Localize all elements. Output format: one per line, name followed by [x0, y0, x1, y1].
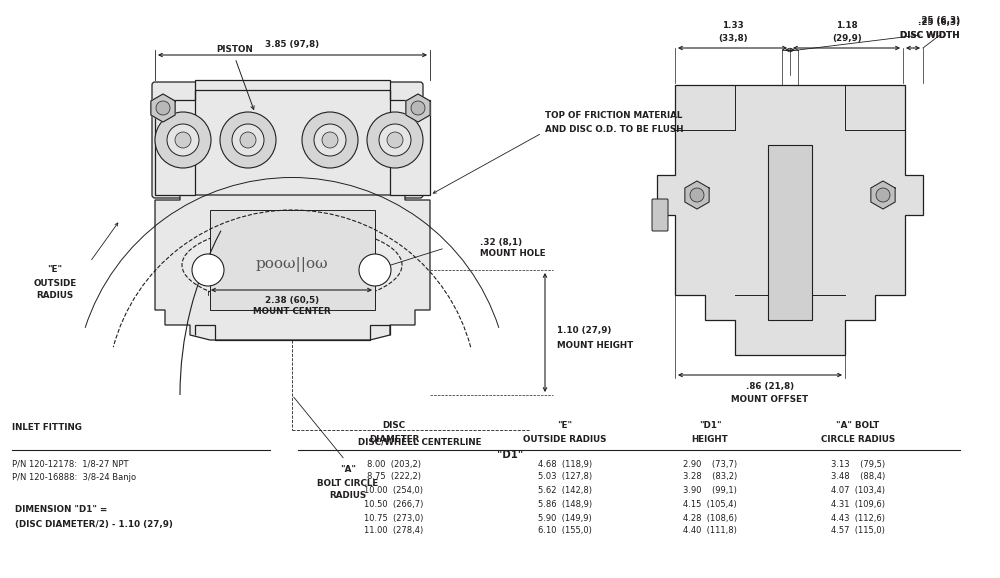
Text: 4.28  (108,6): 4.28 (108,6) [683, 513, 737, 523]
Polygon shape [151, 94, 175, 122]
Text: 2.90    (73,7): 2.90 (73,7) [683, 460, 737, 469]
Circle shape [155, 112, 211, 168]
Text: .32 (8,1): .32 (8,1) [480, 238, 522, 246]
Text: 4.07  (103,4): 4.07 (103,4) [831, 487, 885, 495]
Text: DISC WIDTH: DISC WIDTH [900, 31, 960, 40]
Text: 11.00  (278,4): 11.00 (278,4) [364, 527, 424, 535]
Text: OUTSIDE RADIUS: OUTSIDE RADIUS [523, 435, 607, 444]
Text: MOUNT CENTER: MOUNT CENTER [253, 307, 331, 317]
Text: "A": "A" [340, 465, 356, 475]
Text: "D1": "D1" [699, 421, 721, 429]
Text: 8.75  (222,2): 8.75 (222,2) [367, 472, 421, 481]
Text: 8.00  (203,2): 8.00 (203,2) [367, 460, 421, 469]
Text: "A" BOLT: "A" BOLT [836, 421, 880, 429]
Circle shape [314, 124, 346, 156]
Text: 2.38 (60,5): 2.38 (60,5) [265, 295, 319, 305]
Circle shape [379, 124, 411, 156]
Text: DISC WIDTH: DISC WIDTH [900, 31, 960, 39]
Polygon shape [210, 210, 375, 310]
Text: (29,9): (29,9) [832, 34, 862, 43]
Circle shape [167, 124, 199, 156]
Text: "D1": "D1" [497, 450, 523, 460]
Text: TOP OF FRICTION MATERIAL: TOP OF FRICTION MATERIAL [545, 110, 682, 120]
Text: RADIUS: RADIUS [329, 491, 367, 501]
Text: .25 (6,3): .25 (6,3) [918, 16, 960, 24]
Text: 3.90    (99,1): 3.90 (99,1) [683, 487, 737, 495]
Circle shape [690, 188, 704, 202]
Text: 10.50  (266,7): 10.50 (266,7) [364, 499, 424, 509]
Text: DISC: DISC [382, 421, 406, 429]
Text: 4.43  (112,6): 4.43 (112,6) [831, 513, 885, 523]
Text: 3.85 (97,8): 3.85 (97,8) [265, 40, 319, 50]
Circle shape [411, 101, 425, 115]
Ellipse shape [182, 225, 402, 305]
Text: pooω||oω: pooω||oω [256, 258, 328, 272]
Circle shape [240, 132, 256, 148]
Text: "E": "E" [557, 421, 573, 429]
Text: 3.13    (79,5): 3.13 (79,5) [831, 460, 885, 469]
Text: MOUNT HEIGHT: MOUNT HEIGHT [557, 340, 633, 350]
Text: DIMENSION "D1" =: DIMENSION "D1" = [15, 506, 107, 514]
Text: MOUNT OFFSET: MOUNT OFFSET [731, 395, 809, 403]
Circle shape [876, 188, 890, 202]
Text: HEIGHT: HEIGHT [692, 435, 728, 444]
Text: 10.00  (254,0): 10.00 (254,0) [364, 487, 424, 495]
Polygon shape [657, 85, 923, 355]
Text: 10.75  (273,0): 10.75 (273,0) [364, 513, 424, 523]
Text: INLET FITTING: INLET FITTING [12, 423, 82, 432]
Circle shape [302, 112, 358, 168]
Text: 4.15  (105,4): 4.15 (105,4) [683, 499, 737, 509]
Text: 3.48    (88,4): 3.48 (88,4) [831, 472, 885, 481]
Text: .86 (21,8): .86 (21,8) [746, 383, 794, 391]
Text: CIRCLE RADIUS: CIRCLE RADIUS [821, 435, 895, 444]
Polygon shape [195, 80, 390, 100]
Text: P/N 120-16888:  3/8-24 Banjo: P/N 120-16888: 3/8-24 Banjo [12, 472, 136, 481]
Circle shape [232, 124, 264, 156]
Text: 3.28    (83,2): 3.28 (83,2) [683, 472, 737, 481]
Text: 4.57  (115,0): 4.57 (115,0) [831, 527, 885, 535]
Text: 1.33: 1.33 [722, 21, 744, 31]
Text: P/N 120-12178:  1/8-27 NPT: P/N 120-12178: 1/8-27 NPT [12, 460, 128, 469]
Circle shape [175, 132, 191, 148]
Polygon shape [406, 94, 430, 122]
Text: 4.40  (111,8): 4.40 (111,8) [683, 527, 737, 535]
Polygon shape [685, 181, 709, 209]
Text: 6.10  (155,0): 6.10 (155,0) [538, 527, 592, 535]
Circle shape [156, 101, 170, 115]
Text: BOLT CIRCLE: BOLT CIRCLE [317, 479, 379, 487]
Text: (DISC DIAMETER/2) - 1.10 (27,9): (DISC DIAMETER/2) - 1.10 (27,9) [15, 520, 173, 528]
Text: (33,8): (33,8) [718, 34, 748, 43]
Text: 5.86  (148,9): 5.86 (148,9) [538, 499, 592, 509]
Polygon shape [155, 100, 195, 195]
Text: AND DISC O.D. TO BE FLUSH: AND DISC O.D. TO BE FLUSH [545, 125, 684, 135]
Text: 4.68  (118,9): 4.68 (118,9) [538, 460, 592, 469]
Polygon shape [155, 195, 430, 340]
Circle shape [322, 132, 338, 148]
Text: MOUNT HOLE: MOUNT HOLE [480, 250, 546, 258]
Circle shape [387, 132, 403, 148]
Text: OUTSIDE: OUTSIDE [33, 279, 77, 287]
Text: DISC/WHEEL CENTERLINE: DISC/WHEEL CENTERLINE [358, 438, 482, 446]
Text: 5.03  (127,8): 5.03 (127,8) [538, 472, 592, 481]
Text: RADIUS: RADIUS [36, 291, 74, 301]
Text: 5.62  (142,8): 5.62 (142,8) [538, 487, 592, 495]
Text: 5.90  (149,9): 5.90 (149,9) [538, 513, 592, 523]
Text: .25 (6,3): .25 (6,3) [918, 17, 960, 27]
Text: "E": "E" [47, 265, 63, 275]
FancyBboxPatch shape [652, 199, 668, 231]
Text: 1.18: 1.18 [836, 21, 858, 31]
Text: PISTON: PISTON [217, 46, 253, 54]
Circle shape [192, 254, 224, 286]
Polygon shape [768, 145, 812, 320]
Circle shape [367, 112, 423, 168]
Polygon shape [871, 181, 895, 209]
Text: DIAMETER: DIAMETER [369, 435, 419, 444]
Polygon shape [390, 100, 430, 195]
FancyBboxPatch shape [152, 82, 423, 198]
Text: 1.10 (27,9): 1.10 (27,9) [557, 325, 611, 335]
Text: 4.31  (109,6): 4.31 (109,6) [831, 499, 885, 509]
Circle shape [220, 112, 276, 168]
Circle shape [359, 254, 391, 286]
